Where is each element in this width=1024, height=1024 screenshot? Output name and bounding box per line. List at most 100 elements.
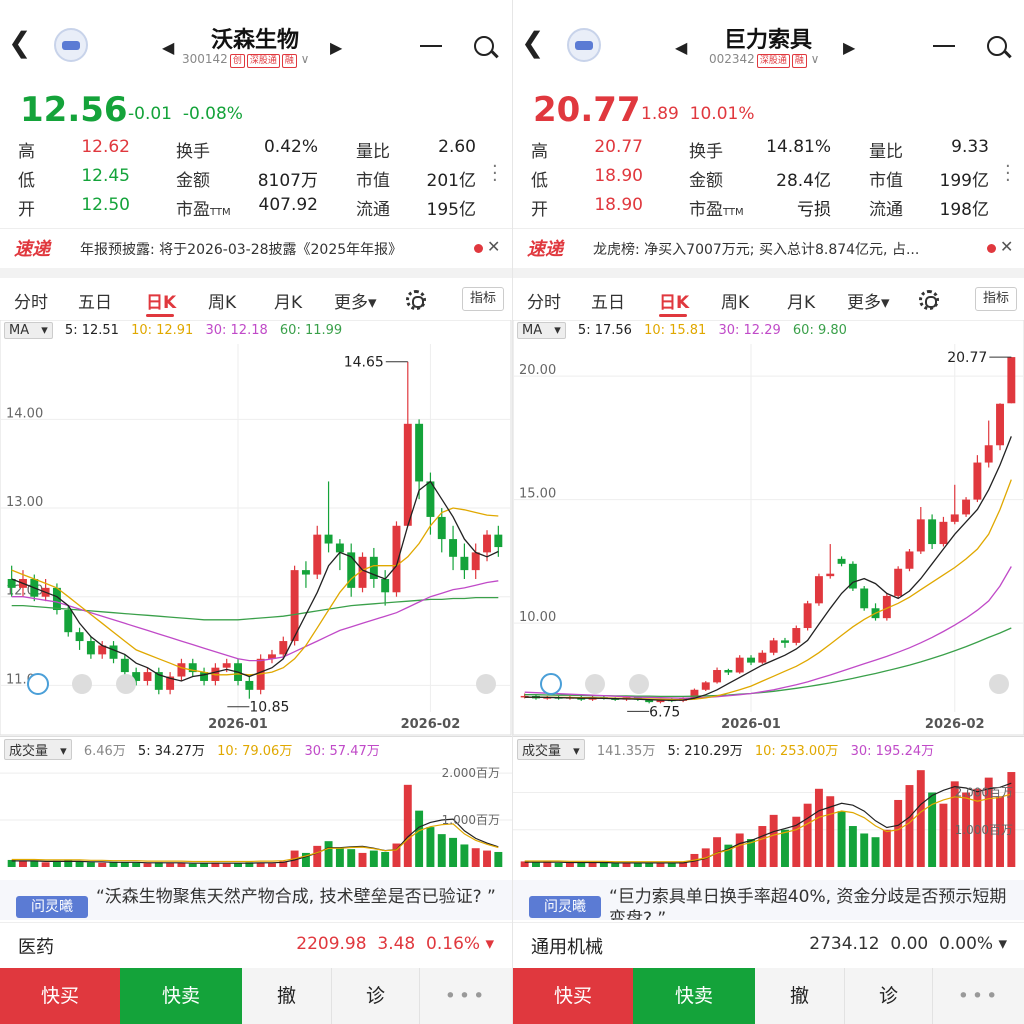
tab-monthly-k[interactable]: 月K [787, 293, 816, 313]
back-arrow-icon[interactable]: ❮ [8, 26, 32, 59]
tab-weekly-k[interactable]: 周K [208, 293, 237, 313]
kline-chart[interactable]: MA ▾ 5: 12.51 10: 12.91 30: 12.18 60: 11… [0, 319, 512, 736]
candle-body [792, 628, 801, 643]
quote-label: 金额 [176, 171, 210, 191]
quick-sell-button[interactable]: 快卖 [633, 968, 755, 1024]
ma-selector[interactable]: MA ▾ [517, 322, 566, 339]
volume-bar [268, 863, 276, 867]
search-icon[interactable] [987, 36, 1007, 56]
indicator-button[interactable]: 指标 [975, 287, 1017, 311]
ai-question-bar[interactable]: 问灵曦 “沃森生物聚焦天然产物合成, 技术壁垒是否已验证? ” [0, 880, 512, 920]
next-stock-arrow-icon[interactable]: ▶ [843, 38, 856, 57]
sector-change: 3.48 [377, 934, 416, 954]
ma-label: MA [522, 323, 543, 338]
zoom-out-icon [72, 674, 92, 694]
more-button[interactable]: ••• [420, 968, 512, 1024]
low-price-label: 6.75 [649, 704, 680, 720]
more-vertical-icon[interactable]: · · · [1005, 156, 1011, 191]
ai-question-text[interactable]: “巨力索具单日换手率超40%, 资金分歧是否预示短期变盘? ” [609, 887, 1007, 920]
change-value: -0.01 [128, 104, 172, 124]
volume-bar [882, 829, 891, 867]
minimize-icon[interactable] [420, 45, 442, 47]
quick-buy-button[interactable]: 快买 [513, 968, 633, 1024]
volume-bar [358, 852, 367, 867]
back-arrow-icon[interactable]: ❮ [521, 26, 545, 59]
ai-assistant-badge[interactable]: 问灵曦 [16, 896, 88, 918]
tab-daily-k[interactable]: 日K [146, 293, 177, 313]
volume-bar [996, 796, 1004, 867]
tab-five-day[interactable]: 五日 [591, 293, 625, 313]
next-stock-arrow-icon[interactable]: ▶ [330, 38, 343, 57]
quote-value: 20.77 [594, 137, 643, 157]
more-button[interactable]: ••• [933, 968, 1024, 1024]
tab-weekly-k[interactable]: 周K [721, 293, 750, 313]
more-vertical-icon[interactable]: · · · [492, 156, 498, 191]
candle-body [98, 645, 107, 655]
sector-row[interactable]: 通用机械 2734.12 0.00 0.00% ▾ [513, 922, 1024, 966]
quick-sell-button[interactable]: 快卖 [120, 968, 242, 1024]
volume-bar [132, 862, 141, 867]
gear-icon[interactable] [406, 290, 426, 310]
ma10-value: 10: 15.81 [644, 323, 707, 338]
cancel-order-button[interactable]: 撤 [755, 968, 845, 1024]
news-text[interactable]: 龙虎榜: 净买入7007万元; 买入总计8.874亿元, 占... [593, 242, 920, 258]
volume-chart[interactable]: 成交量 ▾ 141.35万 5: 210.29万 10: 253.00万 30:… [513, 736, 1024, 870]
quote-label: 量比 [356, 142, 390, 162]
minimize-icon[interactable] [933, 45, 955, 47]
candle-body [973, 462, 982, 500]
candle-body [645, 699, 654, 703]
tab-more[interactable]: 更多▾ [334, 293, 377, 313]
app-logo-icon[interactable] [54, 28, 88, 62]
quick-buy-button[interactable]: 快买 [0, 968, 120, 1024]
candle-body [188, 663, 197, 673]
candle-body [437, 516, 446, 540]
tab-intraday[interactable]: 分时 [14, 293, 48, 313]
change-percent: -0.08% [182, 104, 243, 124]
ai-question-text[interactable]: “沃森生物聚焦天然产物合成, 技术壁垒是否已验证? ” [96, 887, 496, 907]
tab-more[interactable]: 更多▾ [847, 293, 890, 313]
sector-row[interactable]: 医药 2209.98 3.48 0.16% ▾ [0, 922, 512, 966]
search-icon[interactable] [474, 36, 494, 56]
tab-daily-k[interactable]: 日K [659, 293, 690, 313]
kline-chart[interactable]: MA ▾ 5: 17.56 10: 15.81 30: 12.29 60: 9.… [513, 319, 1024, 736]
volume-bar [279, 861, 288, 867]
sector-value: 2209.98 [296, 934, 367, 954]
diagnose-button[interactable]: 诊 [845, 968, 933, 1024]
app-logo-icon[interactable] [567, 28, 601, 62]
tab-monthly-k[interactable]: 月K [274, 293, 303, 313]
candle-body [471, 552, 480, 571]
cancel-order-button[interactable]: 撤 [242, 968, 332, 1024]
tab-five-day[interactable]: 五日 [78, 293, 112, 313]
volume-bar [520, 861, 529, 867]
gear-icon[interactable] [919, 290, 939, 310]
volume-tick-label: 1.000百万 [955, 823, 1013, 837]
indicator-button[interactable]: 指标 [462, 287, 504, 311]
quote-label: 市值 [869, 171, 903, 191]
candle-body [177, 663, 186, 677]
news-ticker[interactable]: 速递 龙虎榜: 净买入7007万元; 买入总计8.874亿元, 占... ✕ [513, 228, 1024, 266]
diagnose-button[interactable]: 诊 [332, 968, 420, 1024]
close-icon[interactable]: ✕ [487, 237, 501, 256]
volume-bar [928, 792, 937, 867]
volume-legend: 成交量 ▾ 141.35万 5: 210.29万 10: 253.00万 30:… [517, 739, 942, 760]
candle-body [860, 588, 869, 609]
ai-assistant-badge[interactable]: 问灵曦 [529, 896, 601, 918]
news-text[interactable]: 年报预披露: 将于2026-03-28披露《2025年年报》 [80, 242, 403, 258]
volume-bar [871, 837, 880, 867]
close-icon[interactable]: ✕ [1000, 237, 1014, 256]
volume-bar [471, 848, 480, 867]
ai-question-bar[interactable]: 问灵曦 “巨力索具单日换手率超40%, 资金分歧是否预示短期变盘? ” [513, 880, 1024, 920]
volume-selector[interactable]: 成交量 ▾ [4, 739, 72, 760]
volume-selector[interactable]: 成交量 ▾ [517, 739, 585, 760]
candle-body [449, 539, 458, 557]
ma-selector[interactable]: MA ▾ [4, 322, 53, 339]
prev-stock-arrow-icon[interactable]: ◀ [675, 38, 688, 57]
news-ticker[interactable]: 速递 年报预披露: 将于2026-03-28披露《2025年年报》 ✕ [0, 228, 512, 266]
x-tick-label: 2026-02 [925, 717, 985, 732]
volume-chart[interactable]: 成交量 ▾ 6.46万 5: 34.27万 10: 79.06万 30: 57.… [0, 736, 512, 870]
tab-intraday[interactable]: 分时 [527, 293, 561, 313]
quote-label: 换手 [689, 142, 723, 162]
volume-bar [75, 861, 84, 867]
prev-stock-arrow-icon[interactable]: ◀ [162, 38, 175, 57]
